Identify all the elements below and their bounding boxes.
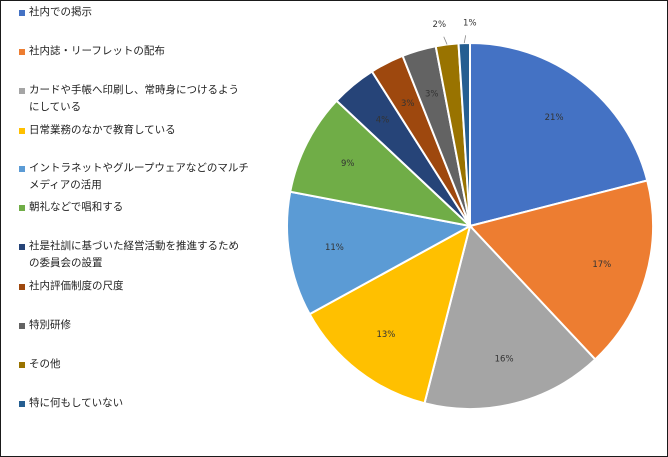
slice-label: 9% [341,159,355,169]
legend-swatch [19,284,25,290]
legend-swatch [19,49,25,55]
legend-swatch [19,401,25,407]
legend-label: 朝礼などで唱和する [29,201,124,213]
legend-item: 社内評価制度の尺度 [19,278,249,295]
legend-swatch [19,205,25,211]
leader-line [463,35,467,44]
legend-label: 社内評価制度の尺度 [29,280,124,292]
slice-label: 4% [376,116,390,126]
slice-label: 11% [325,243,344,253]
pie-slice [308,224,472,405]
legend-item: 社内誌・リーフレットの配布 [19,43,249,60]
legend-item: 特別研修 [19,317,249,334]
slice-label: 1% [463,19,477,29]
legend-item: 朝礼などで唱和する [19,199,249,216]
slice-label: 16% [495,354,514,364]
legend-swatch [19,362,25,368]
pie-slice [286,190,473,316]
legend-label: イントラネットやグループウェアなどのマルチメディアの活用 [29,162,249,191]
legend-label: 社内誌・リーフレットの配布 [29,45,165,57]
legend-item: イントラネットやグループウェアなどのマルチメディアの活用 [19,160,249,194]
slice-label: 3% [425,90,439,100]
legend-item: カードや手帳へ印刷し、常時身につけるようにしている [19,82,249,116]
legend-label: 特別研修 [29,319,71,331]
legend-item: その他 [19,356,249,373]
pie-slice [423,223,597,410]
pie-slice [469,41,649,228]
legend-label: 社是社訓に基づいた経営活動を推進するための委員会の設置 [29,240,239,269]
legend-item: 日常業務のなかで教育している [19,122,249,139]
pie-slice [468,179,654,361]
leader-line [443,36,448,45]
slice-label: 13% [376,330,395,340]
legend-swatch [19,10,25,16]
legend-item: 特に何もしていない [19,395,249,412]
slice-label: 2% [433,20,447,30]
legend-swatch [19,323,25,329]
legend-label: 日常業務のなかで教育している [29,124,176,136]
legend-swatch [19,88,25,94]
legend-swatch [19,166,25,172]
legend-label: カードや手帳へ印刷し、常時身につけるようにしている [29,84,239,113]
legend-label: 社内での掲示 [29,6,92,18]
legend-item: 社是社訓に基づいた経営活動を推進するための委員会の設置 [19,238,249,272]
slice-label: 3% [401,99,415,109]
legend-swatch [19,128,25,134]
pie-slice [457,41,471,227]
legend-label: その他 [29,358,61,370]
slice-label: 17% [592,260,611,270]
slice-label: 21% [545,113,564,123]
legend-label: 特に何もしていない [29,397,124,409]
legend-swatch [19,244,25,250]
legend-item: 社内での掲示 [19,4,249,21]
pie-slice [289,99,474,228]
